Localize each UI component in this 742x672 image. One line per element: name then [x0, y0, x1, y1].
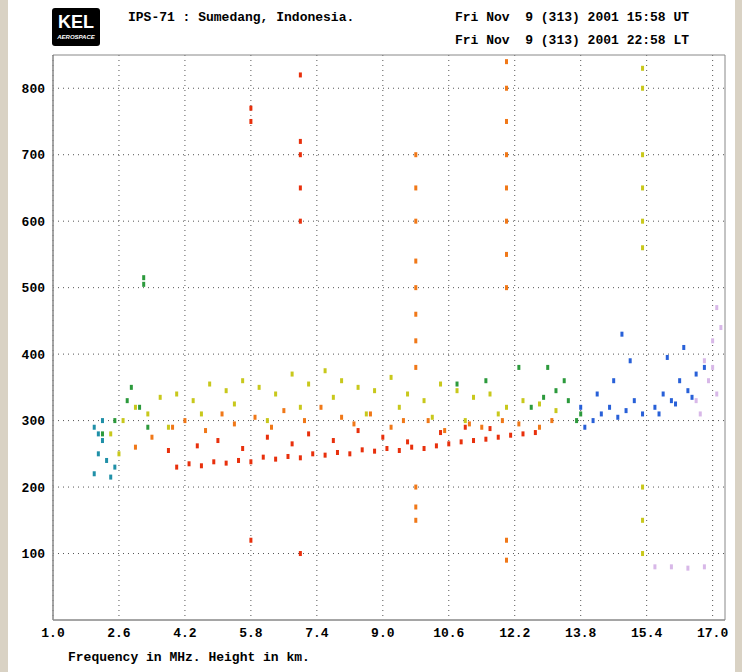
- html-text:Fri Nov 9 (313) 2001 15:58 UT: Fri Nov 9 (313) 2001 15:58 UT: [455, 10, 689, 25]
- svg-text:13.8: 13.8: [565, 626, 596, 641]
- svg-text:15.4: 15.4: [631, 626, 662, 641]
- svg-text:600: 600: [22, 215, 46, 230]
- svg-text:12.2: 12.2: [499, 626, 530, 641]
- svg-text:7.4: 7.4: [305, 626, 329, 641]
- svg-text:4.2: 4.2: [173, 626, 197, 641]
- svg-text:1.0: 1.0: [41, 626, 65, 641]
- html-text:Fri Nov 9 (313) 2001 22:58 LT: Fri Nov 9 (313) 2001 22:58 LT: [455, 33, 689, 48]
- svg-text:2.6: 2.6: [107, 626, 131, 641]
- svg-text:100: 100: [22, 547, 46, 562]
- html-text:AEROSPACE: AEROSPACE: [57, 34, 95, 40]
- svg-text:5.8: 5.8: [239, 626, 263, 641]
- svg-text:300: 300: [22, 414, 46, 429]
- html-text:Frequency in MHz. Height in km: Frequency in MHz. Height in km.: [68, 650, 310, 665]
- svg-text:9.0: 9.0: [371, 626, 395, 641]
- svg-text:200: 200: [22, 481, 46, 496]
- svg-text:500: 500: [22, 281, 46, 296]
- svg-text:400: 400: [22, 348, 46, 363]
- svg-text:10.6: 10.6: [433, 626, 464, 641]
- svg-text:700: 700: [22, 148, 46, 163]
- svg-text:17.0: 17.0: [697, 626, 728, 641]
- svg-text:800: 800: [22, 82, 46, 97]
- html-text:IPS-71 : Sumedang, Indonesia.: IPS-71 : Sumedang, Indonesia.: [128, 10, 355, 25]
- html-text:KEL: KEL: [58, 12, 94, 32]
